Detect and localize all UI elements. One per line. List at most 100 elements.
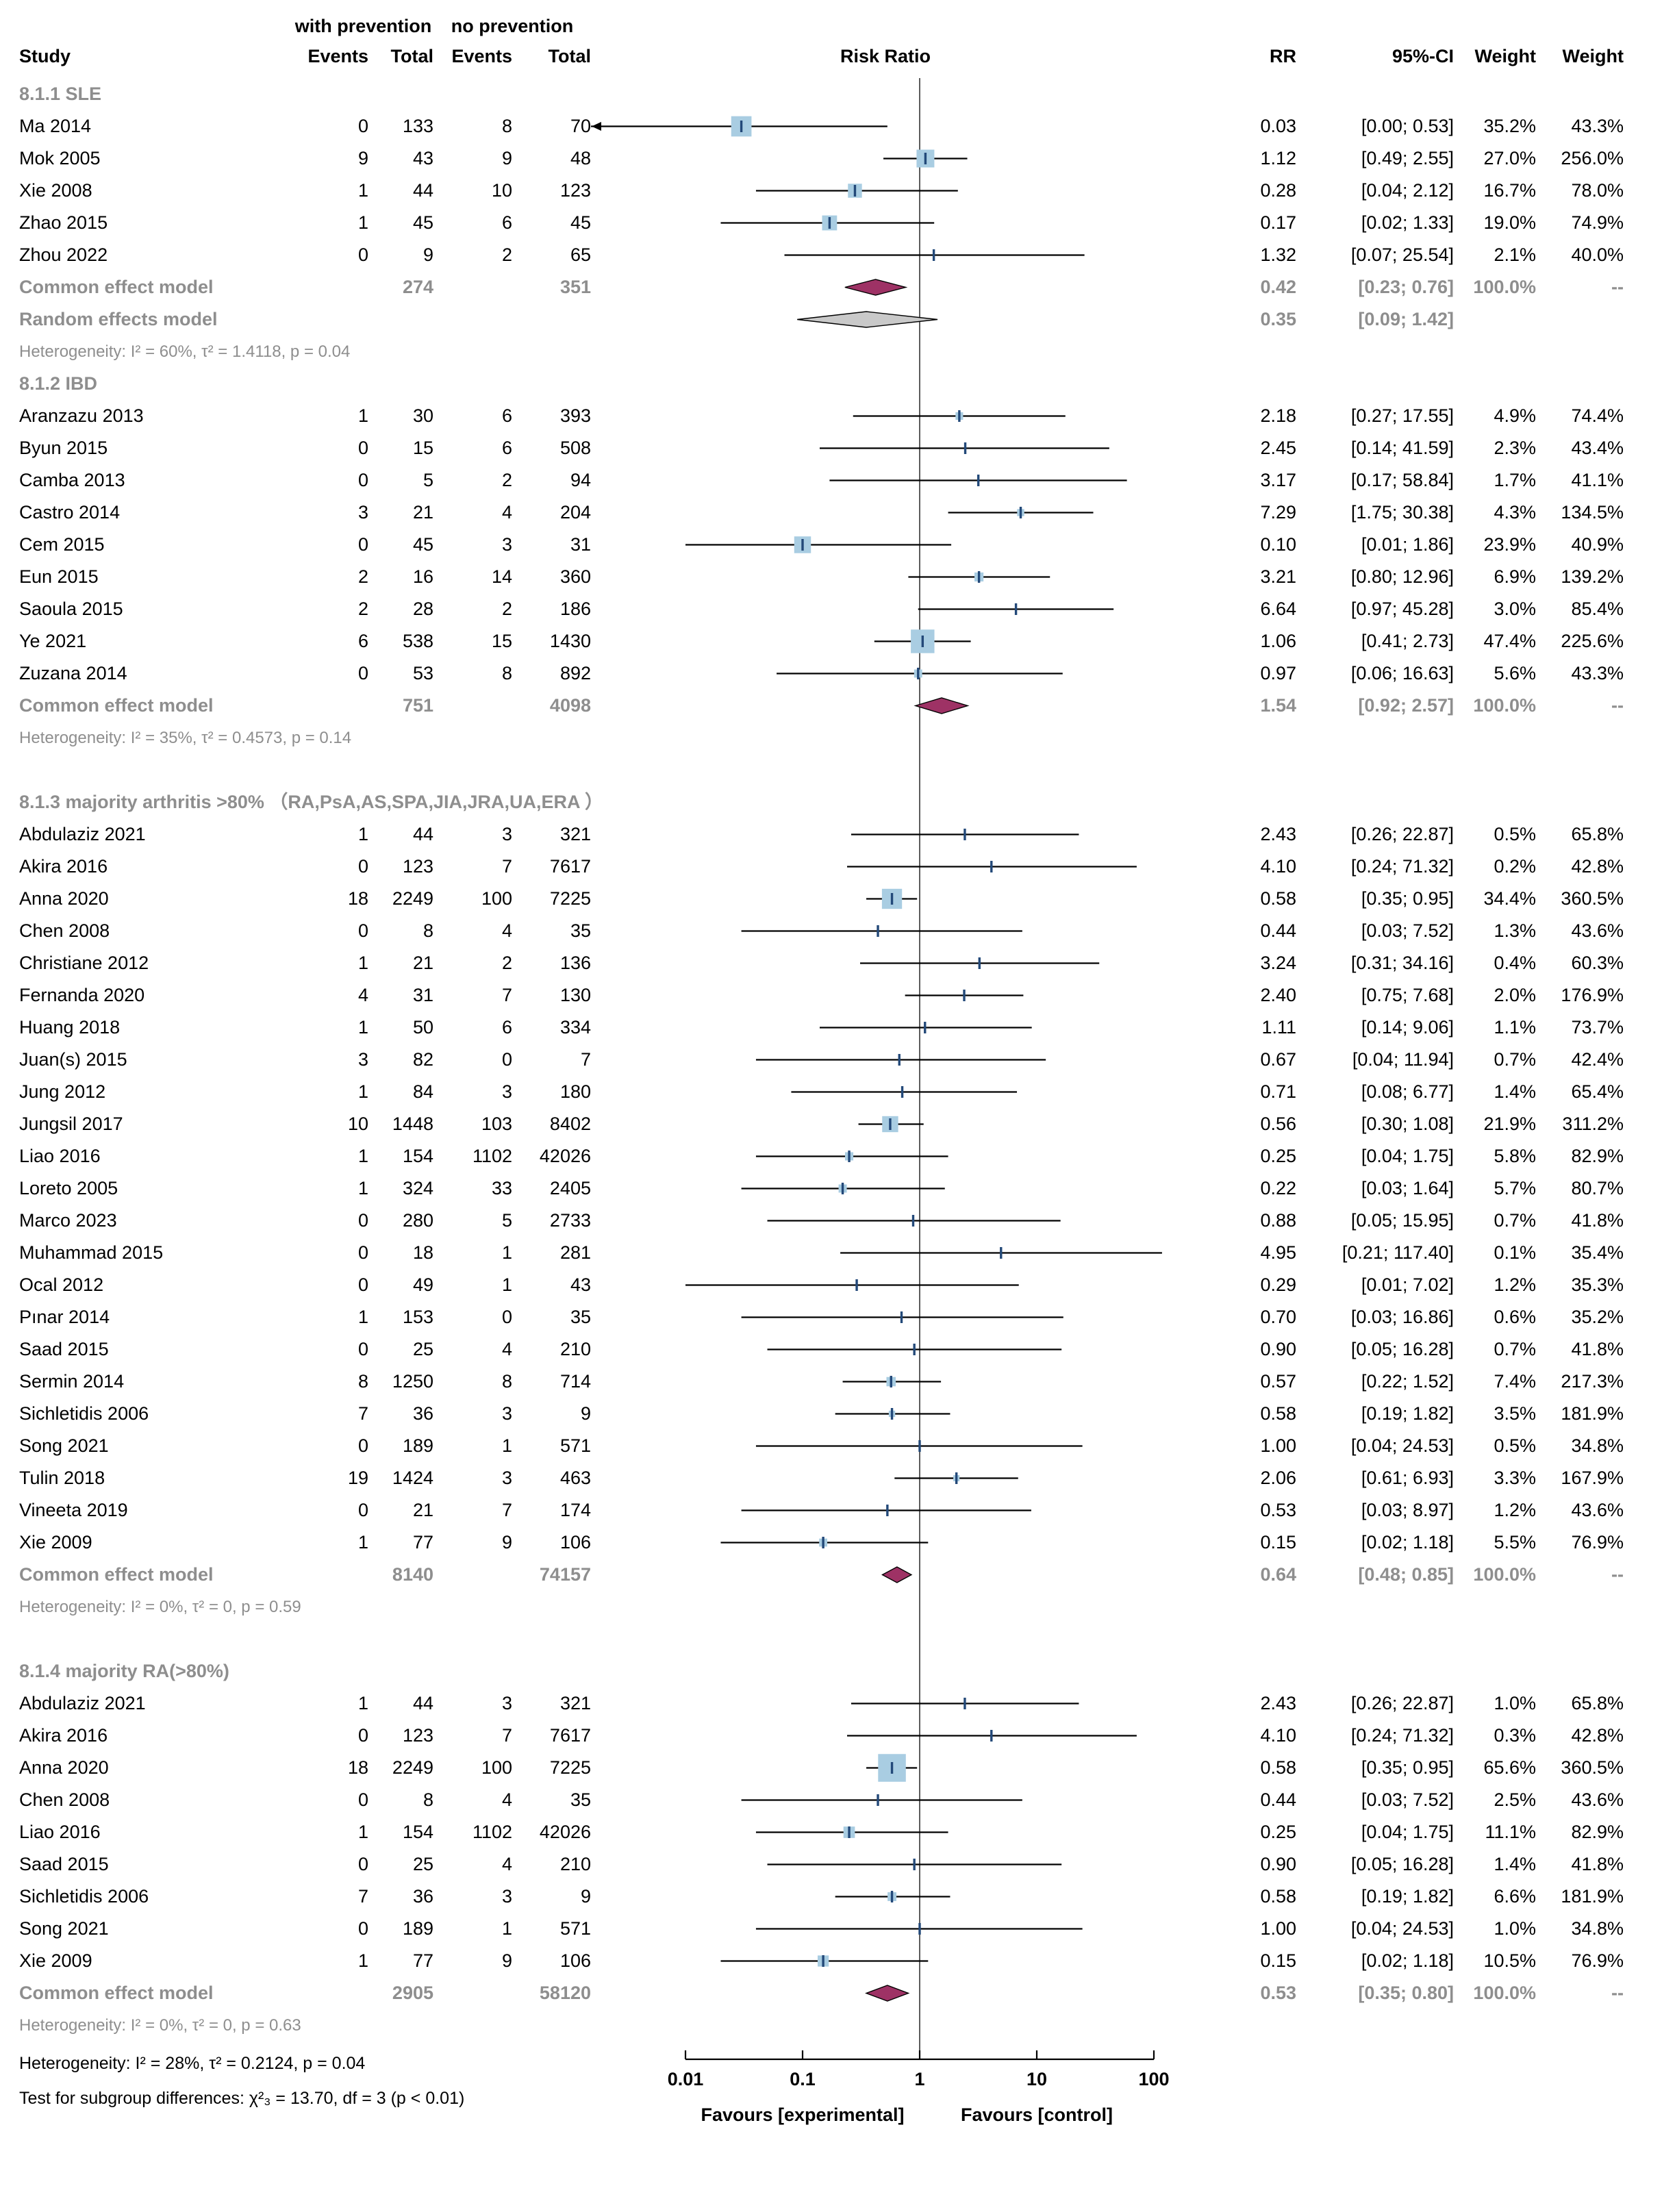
events-exp: 0 bbox=[357, 1274, 368, 1296]
weight-random: 43.4% bbox=[1571, 438, 1624, 459]
forest-plot-cell bbox=[591, 142, 1180, 175]
events-ctrl: 100 bbox=[481, 888, 512, 909]
events-ctrl: 6 bbox=[501, 1017, 512, 1038]
weight-fixed: 2.3% bbox=[1494, 438, 1536, 459]
weight-random: -- bbox=[1611, 277, 1624, 298]
total-exp: 21 bbox=[412, 502, 433, 523]
weight-random: 78.0% bbox=[1571, 180, 1624, 201]
rr-value: 4.10 bbox=[1260, 1725, 1296, 1746]
weight-random: 181.9% bbox=[1561, 1403, 1624, 1424]
total-ctrl: 571 bbox=[559, 1435, 591, 1457]
forest-plot-cell bbox=[591, 915, 1180, 947]
events-exp: 1 bbox=[357, 1178, 368, 1199]
forest-plot-cell bbox=[591, 432, 1180, 464]
study-label: Pınar 2014 bbox=[19, 1307, 110, 1328]
effect-marker bbox=[898, 1054, 901, 1066]
effect-marker bbox=[917, 668, 920, 679]
forest-plot-svg bbox=[919, 754, 920, 786]
weight-random: 34.8% bbox=[1571, 1918, 1624, 1939]
forest-plot-cell bbox=[591, 1655, 1180, 1687]
forest-plot-svg bbox=[741, 1494, 1031, 1526]
events-ctrl: 5 bbox=[501, 1210, 512, 1231]
ci-value: [0.27; 17.55] bbox=[1350, 405, 1454, 427]
weight-random: 65.8% bbox=[1571, 1693, 1624, 1714]
overall-heterogeneity-text: Heterogeneity: I² = 28%, τ² = 0.2124, p … bbox=[19, 2054, 366, 2073]
weight-fixed: 3.0% bbox=[1494, 599, 1536, 620]
effect-marker bbox=[955, 1472, 958, 1484]
weight-fixed: 23.9% bbox=[1483, 534, 1536, 555]
weight-fixed: 0.2% bbox=[1494, 856, 1536, 877]
effect-marker bbox=[801, 539, 804, 551]
effect-marker bbox=[924, 1022, 927, 1033]
total-exp: 53 bbox=[412, 663, 433, 684]
total-ctrl: 48 bbox=[570, 148, 591, 169]
total-exp: 77 bbox=[412, 1532, 433, 1553]
study-row: Fernanda 2020 4 31 7 130 2.40 [0.75; 7.68] 2.0%… bbox=[19, 979, 1675, 1011]
events-exp: 0 bbox=[357, 1500, 368, 1521]
ci-value: [0.04; 11.94] bbox=[1352, 1049, 1454, 1070]
study-row: Sichletidis 2006 7 36 3 9 0.58 [0.19; 1.82] 6.6… bbox=[19, 1881, 1675, 1913]
weight-fixed: 1.2% bbox=[1494, 1500, 1536, 1521]
total-ctrl: 210 bbox=[559, 1339, 591, 1360]
study-label: Ye 2021 bbox=[19, 631, 87, 652]
study-row: Eun 2015 2 16 14 360 3.21 [0.80; 12.96] 6.9% 139… bbox=[19, 561, 1675, 593]
study-label: Random effects model bbox=[19, 309, 218, 330]
weight-fixed: 19.0% bbox=[1483, 212, 1536, 234]
weight-random: 43.3% bbox=[1571, 663, 1624, 684]
weight-fixed: 100.0% bbox=[1473, 695, 1536, 716]
events-exp: 19 bbox=[347, 1468, 368, 1489]
forest-plot-svg bbox=[767, 1848, 1062, 1881]
forest-plot-svg bbox=[755, 1913, 1083, 1945]
events-ctrl: 8 bbox=[501, 663, 512, 684]
rr-value: 2.40 bbox=[1260, 985, 1296, 1006]
forest-plot-cell bbox=[591, 786, 1180, 818]
total-exp: 49 bbox=[412, 1274, 433, 1296]
forest-plot-cell bbox=[591, 1494, 1180, 1526]
forest-plot-svg bbox=[791, 1076, 1018, 1108]
effect-marker bbox=[977, 571, 981, 583]
effect-marker bbox=[890, 893, 894, 905]
forest-plot-svg bbox=[835, 1881, 950, 1913]
ci-value: [0.75; 7.68] bbox=[1361, 985, 1454, 1006]
forest-plot-svg bbox=[777, 657, 1063, 690]
events-exp: 1 bbox=[357, 1017, 368, 1038]
weight-random: 76.9% bbox=[1571, 1950, 1624, 1972]
forest-plot-svg bbox=[755, 1044, 1046, 1076]
weight-fixed: 5.6% bbox=[1494, 663, 1536, 684]
events-ctrl: 3 bbox=[501, 824, 512, 845]
study-row: Ocal 2012 0 49 1 43 0.29 [0.01; 7.02] 1.2% 35.3% bbox=[19, 1269, 1675, 1301]
events-exp: 18 bbox=[347, 1757, 368, 1779]
forest-plot-cell bbox=[591, 1237, 1180, 1269]
forest-plot-cell bbox=[591, 1559, 1180, 1591]
weight-random: 256.0% bbox=[1561, 148, 1624, 169]
weight-random: 85.4% bbox=[1571, 599, 1624, 620]
study-label: Chen 2008 bbox=[19, 920, 110, 942]
ci-value: [0.30; 1.08] bbox=[1361, 1114, 1454, 1135]
study-row: Christiane 2012 1 21 2 136 3.24 [0.31; 34.16] 0… bbox=[19, 947, 1675, 979]
forest-plot-cell bbox=[591, 110, 1180, 142]
forest-rows: 8.1.1 SLE Ma 2014 0 133 8 70 0.03 [0.00; 0.53] 3… bbox=[19, 78, 1675, 2041]
total-exp: 123 bbox=[402, 1725, 433, 1746]
weight-fixed: 4.3% bbox=[1494, 502, 1536, 523]
total-exp: 751 bbox=[402, 695, 433, 716]
total-exp: 5 bbox=[423, 470, 433, 491]
ci-value: [0.97; 45.28] bbox=[1350, 599, 1454, 620]
study-row: Byun 2015 0 15 6 508 2.45 [0.14; 41.59] 2.3% 43.… bbox=[19, 432, 1675, 464]
total-ctrl: 2405 bbox=[549, 1178, 591, 1199]
total1-col-header: Total bbox=[390, 46, 434, 66]
total-exp: 31 bbox=[412, 985, 433, 1006]
study-label: Akira 2016 bbox=[19, 1725, 108, 1746]
events-ctrl: 9 bbox=[501, 148, 512, 169]
total-exp: 154 bbox=[402, 1146, 433, 1167]
risk-ratio-col-header: Risk Ratio bbox=[840, 46, 931, 66]
study-label: Ma 2014 bbox=[19, 116, 92, 137]
forest-plot-cell bbox=[591, 400, 1180, 432]
spacer-row bbox=[19, 754, 1675, 786]
total-exp: 44 bbox=[412, 180, 433, 201]
events-ctrl: 4 bbox=[501, 920, 512, 942]
study-label: 8.1.4 majority RA(>80%) bbox=[19, 1661, 229, 1682]
events-exp: 2 bbox=[357, 599, 368, 620]
events-exp: 0 bbox=[357, 1854, 368, 1875]
events-exp: 1 bbox=[357, 1081, 368, 1103]
total-exp: 21 bbox=[412, 953, 433, 974]
